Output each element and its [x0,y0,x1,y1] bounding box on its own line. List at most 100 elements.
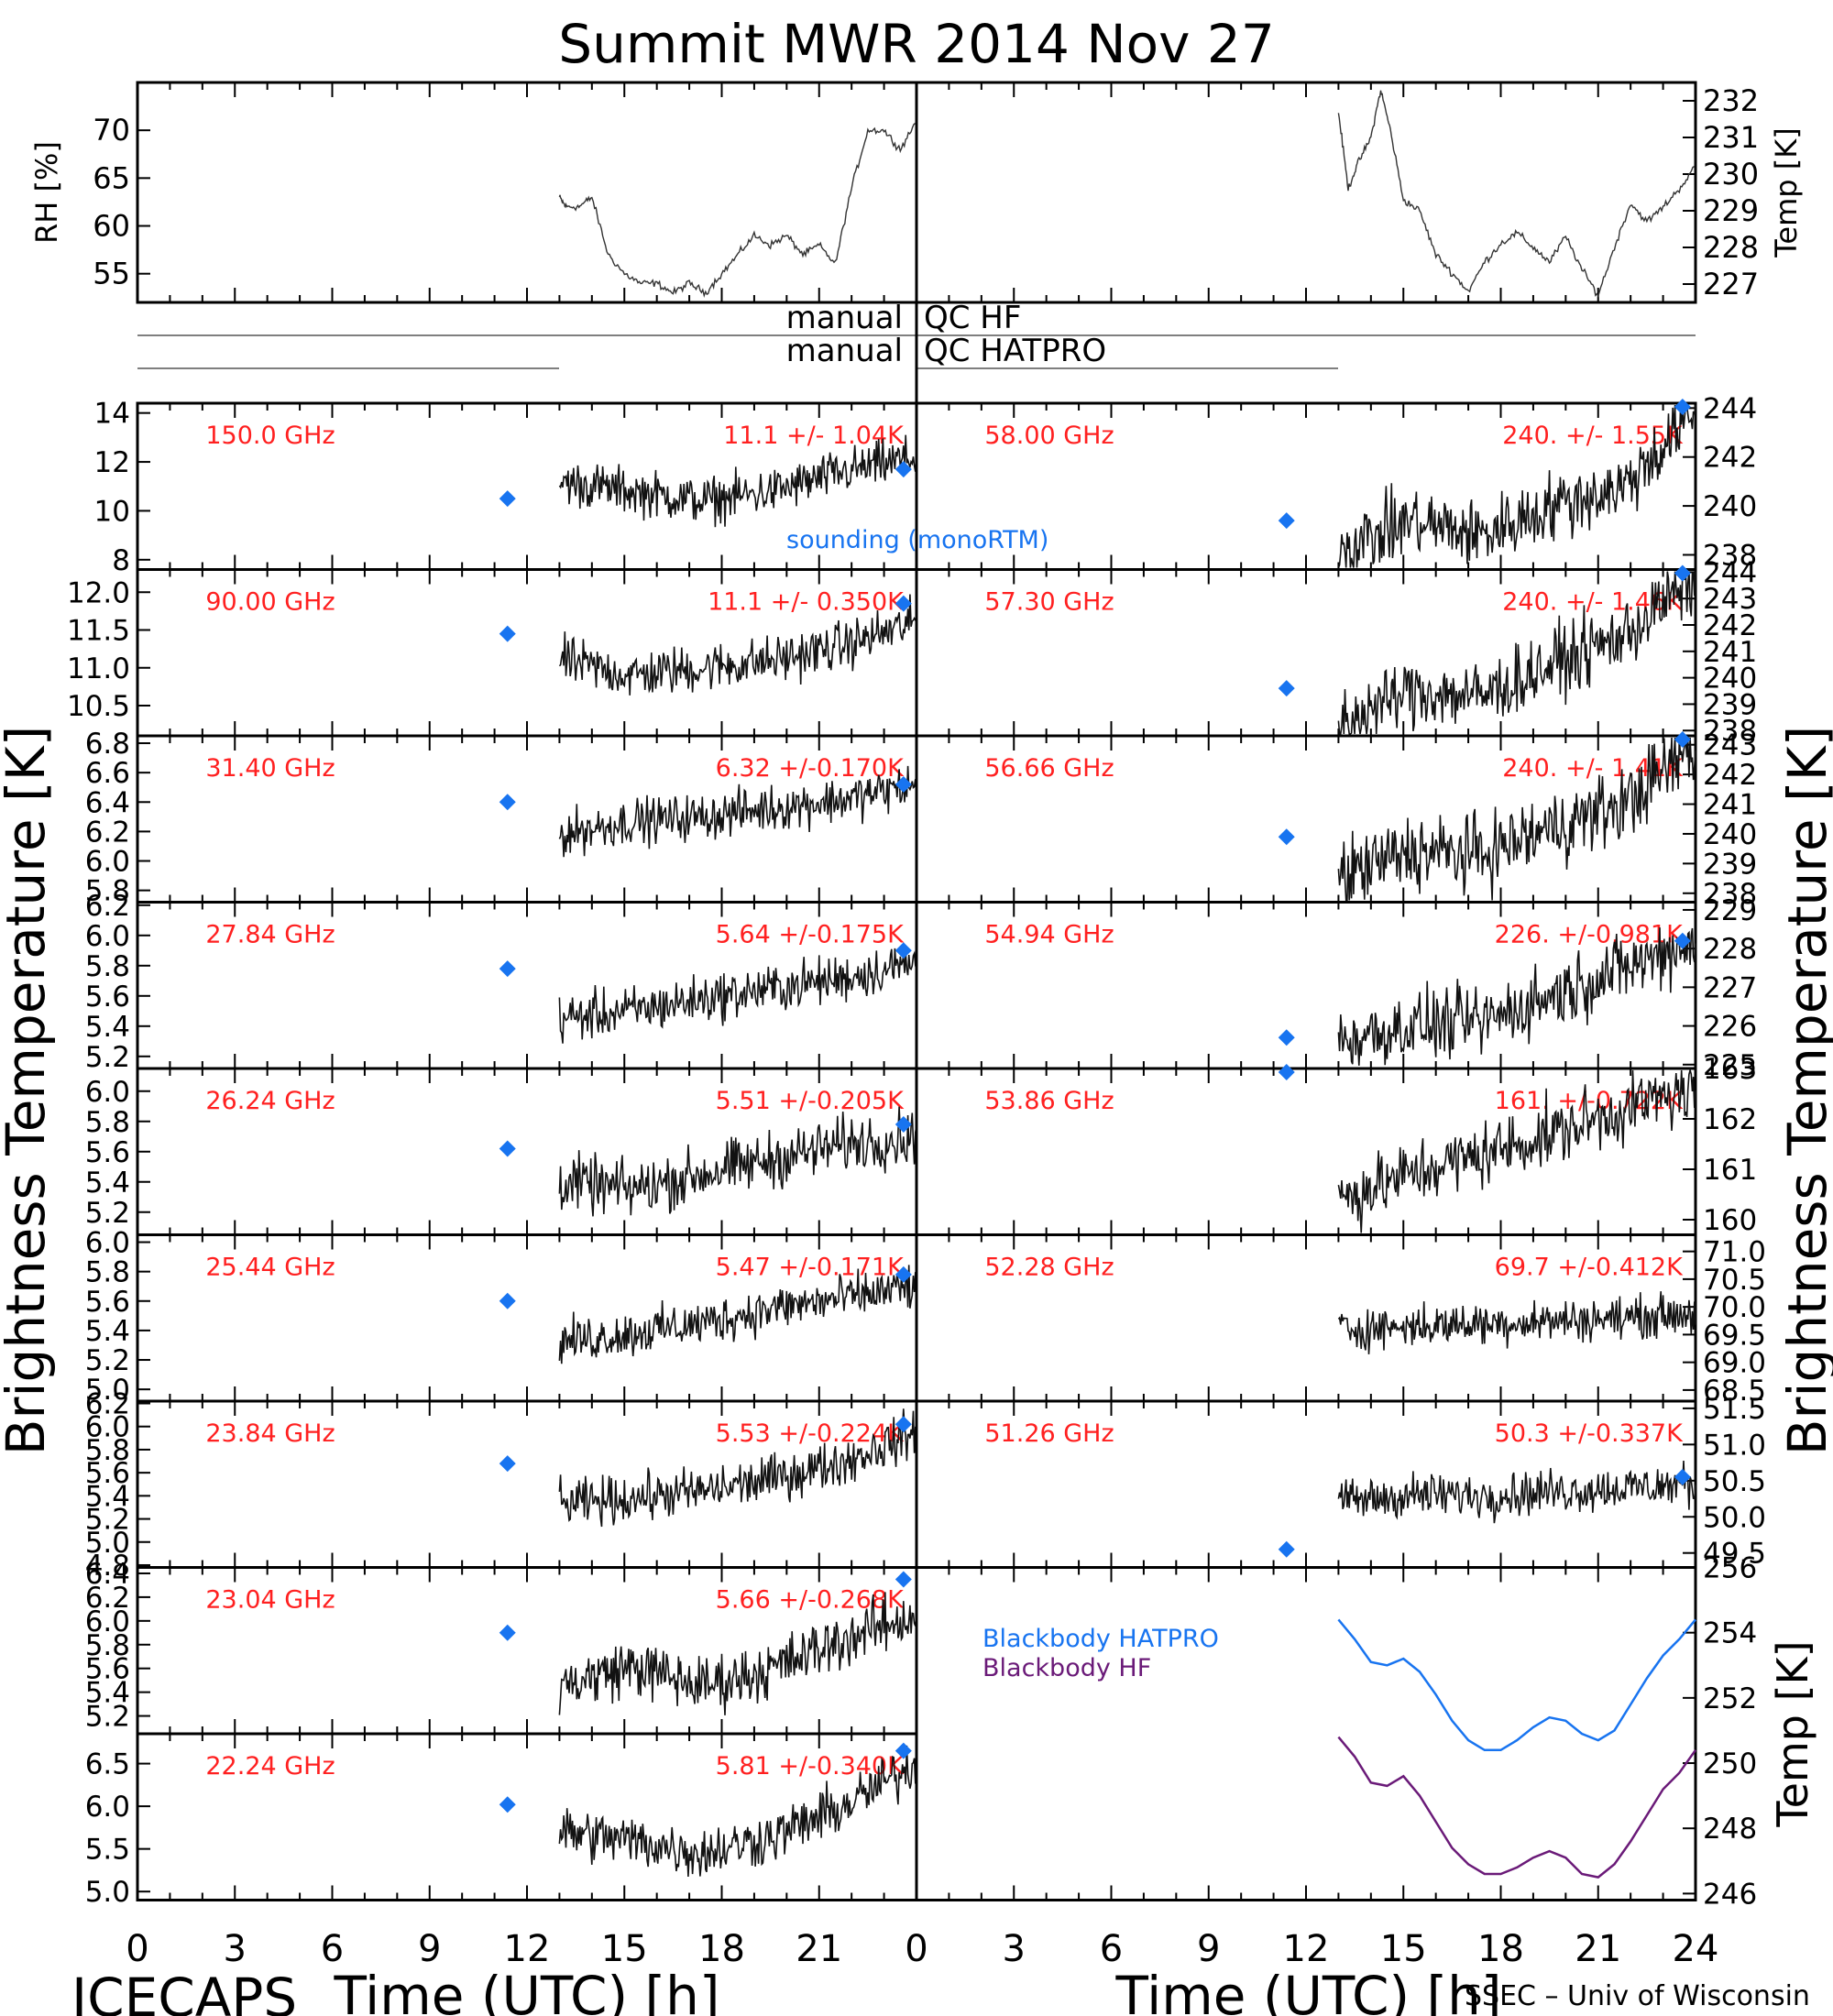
panel-2384-sounding-point [499,1455,516,1473]
qc-hf-label-right: QC HF [924,300,1021,336]
panel-5730-ytick-label: 238 [1703,715,1757,748]
panel-2384-ytick-label: 5.2 [85,1504,130,1537]
panel-5386-ytick-label: 163 [1703,1053,1757,1086]
panel-5228-ytick-label: 70.5 [1703,1264,1766,1297]
panel-5730-sounding-point [1674,564,1691,582]
qc-hf-label-left: manual [786,300,903,336]
panel-5494-sounding-point [1674,932,1691,949]
panel-2784-ytick-label: 6.2 [85,890,130,923]
panel-3140-sounding-point [499,794,516,811]
panel-5494-ytick-label: 225 [1703,1049,1757,1082]
panel-1500-ytick-label: 12 [94,446,130,479]
panel-2544-ytick-label: 5.2 [85,1344,130,1377]
panel-5228-ytick-label: 71.0 [1703,1236,1766,1269]
panel-5494-ytick-label: 226 [1703,1011,1757,1044]
panel-5800-sounding-point [1278,512,1295,530]
panel-3140-stat-label: 6.32 +/-0.170K [716,754,905,783]
x-tick-label-left: 9 [418,1928,441,1970]
panel-5494-ytick-label: 228 [1703,933,1757,966]
sounding-label: sounding (monoRTM) [786,526,1048,554]
x-tick-label-right: 3 [1003,1928,1026,1970]
blackbody-panel [915,1566,1697,1901]
panel-5228-freq-label: 52.28 GHz [984,1254,1114,1282]
panel-2224-sounding-point [499,1796,516,1813]
panel-5126-sounding-point [1674,1468,1691,1485]
panel-5800-data-trace [1337,404,1696,568]
panel-5800-ytick-label: 240 [1703,490,1757,523]
x-tick-label-right: 9 [1197,1928,1220,1970]
x-tick-label-left: 21 [796,1928,842,1970]
panel-2784-data-trace [558,948,917,1044]
panel-1500-sounding-point [499,490,516,508]
rh-ytick-label: 55 [93,257,130,291]
panel-5386-ytick-label: 162 [1703,1103,1757,1136]
panel-5800-stat-label: 240. +/- 1.55K [1502,422,1684,450]
panel-3140-ytick-label: 6.4 [85,786,130,819]
panel-5126-ytick-label: 50.5 [1703,1465,1766,1498]
panel-2304-ytick-label: 6.0 [85,1605,130,1638]
panel-5494-ytick-label: 227 [1703,971,1757,1004]
panel-5666-ytick-label: 243 [1703,729,1757,762]
panel-5666-ytick-label: 240 [1703,818,1757,851]
panel-5494-freq-label: 54.94 GHz [984,921,1114,949]
panel-2384-ytick-label: 5.6 [85,1457,130,1490]
panel-2384-stat-label: 5.53 +/-0.224K [716,1419,905,1448]
panel-2384-ytick-label: 6.0 [85,1411,130,1444]
rh-ytick-label: 70 [93,113,130,148]
panel-2384-ytick-label: 6.2 [85,1388,130,1421]
panel-2304-ytick-label: 6.4 [85,1558,130,1591]
panel-5228-ytick-label: 69.5 [1703,1319,1766,1352]
panel-5494-sounding-point [1278,1029,1295,1046]
legend-blackbody-hf: Blackbody HF [982,1654,1151,1682]
x-tick-label-right: 12 [1283,1928,1330,1970]
blackbody-ytick-label: 248 [1703,1813,1757,1846]
panel-9000-ytick-label: 10.5 [67,690,130,723]
panel-5126-ytick-label: 51.5 [1703,1393,1766,1426]
panel-5666-sounding-point [1674,731,1691,748]
panel-2224-ytick-label: 6.5 [85,1748,130,1781]
panel-5494-ytick-label: 229 [1703,894,1757,927]
panel-5228-ytick-label: 68.5 [1703,1375,1766,1408]
panel-2224-freq-label: 22.24 GHz [205,1752,335,1780]
panel-2544-stat-label: 5.47 +/-0.171K [716,1254,905,1282]
x-tick-label-right: 21 [1575,1928,1621,1970]
panel-2304-sounding-point [895,1571,912,1588]
panel-1500-ytick-label: 10 [94,495,130,528]
temp-ytick-label: 230 [1703,157,1759,192]
panel-2624-sounding-point [895,1116,912,1134]
panel-2224-ytick-label: 5.5 [85,1834,130,1867]
y-axis-label-right: Brightness Temperature [K] [1776,726,1833,1456]
panel-5228-stat-label: 69.7 +/-0.412K [1495,1254,1684,1282]
panel-2384-data-trace [558,1408,917,1528]
panel-5666-ytick-label: 242 [1703,759,1757,792]
blackbody-ytick-label: 246 [1703,1878,1757,1911]
panel-2544-ytick-label: 5.4 [85,1315,130,1348]
panel-1500-ytick-label: 14 [94,398,130,431]
panel-5730-sounding-point [1278,680,1295,697]
panel-3140-ytick-label: 6.8 [85,728,130,761]
panel-1500-freq-label: 150.0 GHz [205,422,335,450]
panel-5800-ytick-label: 244 [1703,392,1757,425]
panel-2384-ytick-label: 5.8 [85,1434,130,1467]
panel-5730-data-trace [1337,570,1696,735]
panel-9000-sounding-point [499,625,516,642]
temp-ytick-label: 227 [1703,267,1759,301]
panel-2224-data-trace [558,1745,917,1878]
panel-2224-sounding-point [895,1742,912,1759]
x-tick-label-right: 18 [1477,1928,1524,1970]
x-tick-label-left: 3 [224,1928,247,1970]
panel-2784-stat-label: 5.64 +/-0.175K [716,921,905,949]
panel-3140-data-trace [558,765,917,858]
panel-5126-ytick-label: 49.5 [1703,1538,1766,1571]
panel-2384-freq-label: 23.84 GHz [205,1419,335,1448]
x-tick-label-left: 18 [698,1928,745,1970]
panel-2384-sounding-point [895,1416,912,1433]
chart-title: Summit MWR 2014 Nov 27 [558,13,1274,75]
panel-9000-data-trace [558,594,917,696]
panel-2624-stat-label: 5.51 +/-0.205K [716,1087,905,1115]
panel-2624-ytick-label: 5.6 [85,1136,130,1169]
panel-2784-sounding-point [499,960,516,978]
rh-ytick-label: 65 [93,160,130,195]
panel-2304-data-trace [558,1592,917,1715]
